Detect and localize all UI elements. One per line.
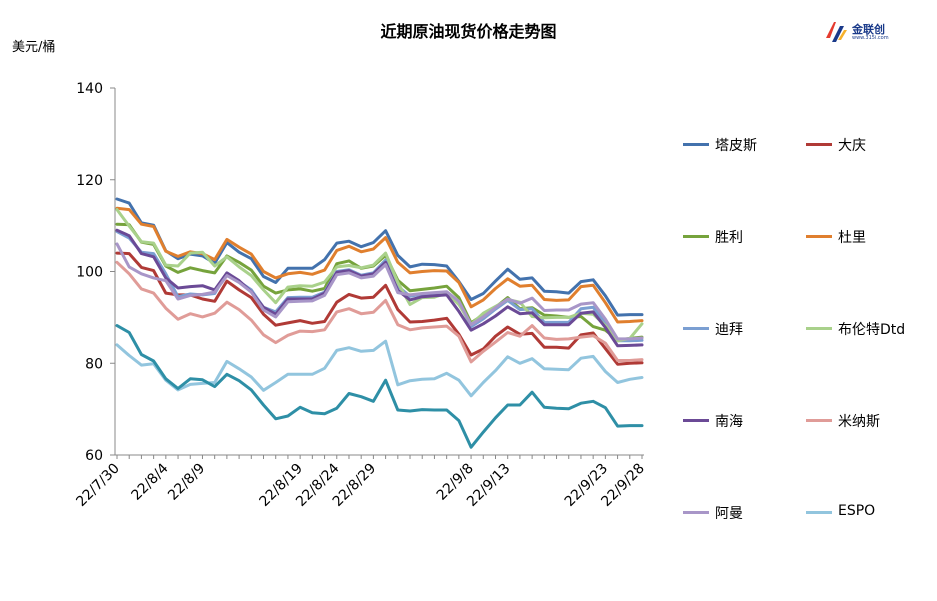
legend-label: ESPO xyxy=(838,503,876,519)
legend-swatch xyxy=(806,419,832,422)
brand-logo: 金联创 www.315i.com xyxy=(822,18,894,46)
legend-swatch xyxy=(806,235,832,238)
series-line xyxy=(115,251,644,366)
legend-label: 塔皮斯 xyxy=(715,138,757,154)
legend-label: 杜里 xyxy=(838,230,866,246)
y-tick-label: 60 xyxy=(85,448,103,464)
chart-axes xyxy=(110,87,644,459)
brand-logo-icon xyxy=(826,22,847,42)
legend-swatch xyxy=(683,511,709,514)
legend-label: 大庆 xyxy=(838,138,866,154)
legend-label: 米纳斯 xyxy=(838,414,880,430)
legend-label: 胜利 xyxy=(715,230,743,246)
legend-label: 布伦特Dtd xyxy=(838,322,906,338)
series-line xyxy=(115,197,644,317)
series-line xyxy=(115,324,644,449)
brand-url: www.315i.com xyxy=(852,35,889,41)
x-tick-label: 22/8/4 xyxy=(128,460,171,503)
x-tick-label: 22/7/30 xyxy=(73,461,122,510)
legend-label: 阿曼 xyxy=(715,506,743,522)
chart-title: 近期原油现货价格走势图 xyxy=(380,22,557,41)
y-tick-label: 80 xyxy=(85,356,103,372)
legend-swatch xyxy=(806,327,832,330)
legend-swatch xyxy=(683,419,709,422)
legend-swatch xyxy=(683,327,709,330)
x-tick-label: 22/8/9 xyxy=(165,461,208,504)
series-line xyxy=(115,242,644,341)
series-line xyxy=(115,208,644,343)
legend-swatch xyxy=(683,143,709,146)
legend-label: 南海 xyxy=(715,414,743,430)
legend-swatch xyxy=(683,235,709,238)
series-line xyxy=(115,260,644,364)
y-tick-label: 120 xyxy=(76,173,103,189)
y-tick-label: 100 xyxy=(76,265,103,281)
series-line xyxy=(115,339,644,398)
series-line xyxy=(115,228,644,348)
y-tick-label: 140 xyxy=(76,81,103,97)
legend-swatch xyxy=(806,143,832,146)
brand-name: 金联创 xyxy=(852,23,885,36)
legend-swatch xyxy=(806,511,832,514)
y-axis-unit-label: 美元/桶 xyxy=(12,40,56,55)
legend-label: 迪拜 xyxy=(715,322,743,338)
chart-series-lines xyxy=(115,197,644,449)
